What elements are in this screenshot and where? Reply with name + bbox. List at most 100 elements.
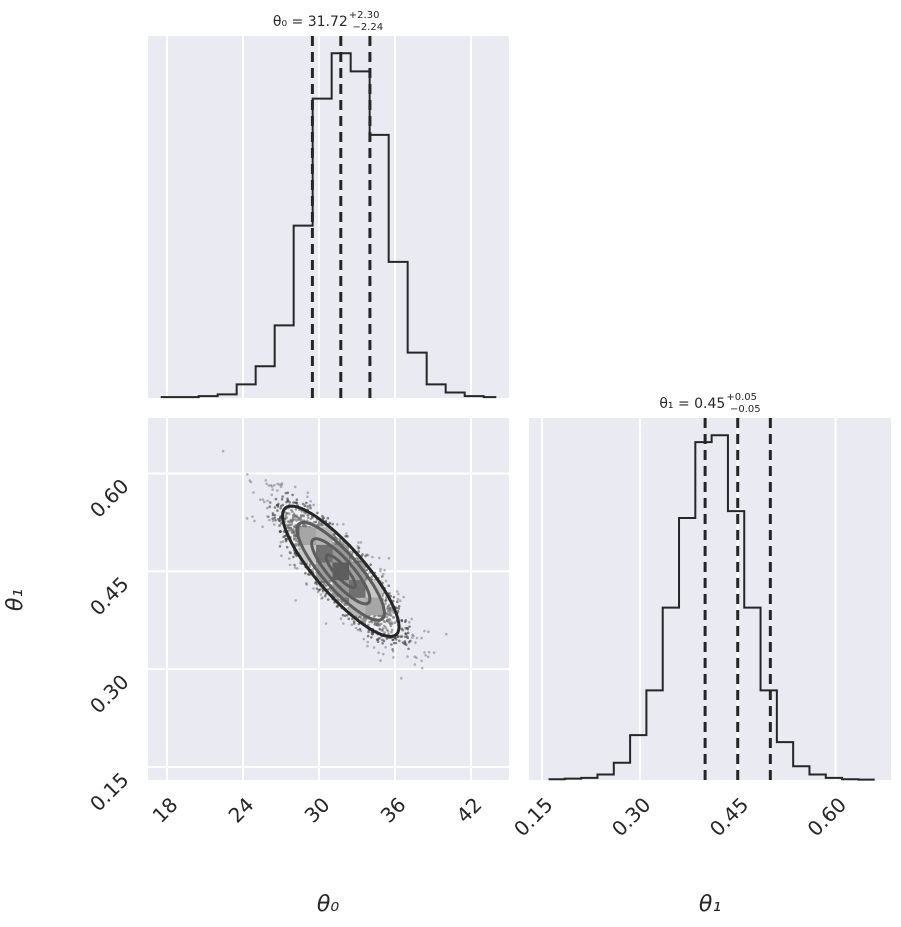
joint-point	[424, 654, 428, 657]
joint-point	[268, 518, 271, 522]
hist-theta0-panel	[148, 36, 509, 399]
joint-point	[308, 563, 312, 566]
joint-point	[378, 556, 381, 560]
joint-point	[388, 617, 391, 621]
joint-point	[411, 633, 414, 636]
joint-point	[408, 620, 411, 624]
joint-point	[281, 540, 285, 543]
joint-point	[306, 495, 309, 499]
y-axis-label-theta1: θ₁	[3, 589, 28, 611]
joint-point	[279, 507, 282, 510]
joint-point	[293, 532, 296, 535]
hist-theta1-background	[529, 418, 891, 780]
joint-point	[413, 655, 417, 658]
joint-point	[304, 582, 308, 585]
joint-point	[272, 483, 276, 487]
joint-point	[415, 656, 418, 660]
joint-point	[393, 621, 397, 624]
joint-point	[383, 568, 386, 572]
joint-point	[365, 569, 368, 572]
joint-point	[266, 499, 269, 503]
joint-point	[251, 515, 254, 518]
joint-point	[381, 642, 384, 645]
joint-point	[411, 636, 414, 639]
joint-point	[284, 514, 288, 517]
joint-point	[407, 647, 410, 651]
joint-point	[262, 500, 266, 504]
joint-point	[385, 615, 389, 619]
joint-point	[376, 623, 379, 627]
joint-point	[289, 551, 292, 555]
joint-point	[390, 628, 394, 632]
joint-point	[423, 629, 426, 633]
joint-point	[296, 567, 299, 570]
joint-point	[248, 479, 251, 482]
hist-theta0-grid	[166, 36, 472, 398]
joint-point	[328, 521, 332, 525]
joint-point	[306, 505, 309, 508]
joint-point	[400, 635, 404, 638]
joint-point	[378, 627, 382, 631]
joint-point	[399, 599, 402, 602]
joint-point	[304, 571, 307, 575]
joint-point	[390, 630, 393, 634]
joint-point	[259, 498, 262, 502]
joint-point	[385, 619, 389, 623]
joint-point	[427, 651, 431, 654]
joint-point	[339, 617, 343, 620]
joint-point	[342, 523, 345, 526]
joint-point	[366, 644, 369, 648]
joint-point	[362, 637, 366, 641]
joint-point	[273, 506, 277, 509]
joint-point	[341, 613, 345, 617]
joint-point	[326, 516, 330, 520]
joint-point	[292, 538, 296, 541]
joint-point	[316, 511, 319, 515]
joint-point	[321, 524, 325, 527]
joint-point	[432, 651, 436, 654]
joint-point	[382, 619, 386, 623]
joint-density-cell	[349, 580, 366, 598]
joint-contour-0.5-sigma	[324, 553, 357, 590]
joint-point	[381, 592, 385, 596]
joint-point	[366, 640, 370, 644]
joint-point	[337, 598, 341, 602]
joint-point	[349, 558, 353, 561]
joint-point	[392, 656, 395, 659]
hist-theta0-series-theta0	[160, 52, 497, 399]
joint-point	[279, 504, 283, 508]
joint-point	[413, 663, 417, 666]
joint-point	[276, 509, 279, 512]
joint-point	[395, 590, 399, 593]
joint-point	[410, 617, 414, 621]
joint-point	[323, 594, 327, 598]
joint-point	[300, 518, 303, 522]
joint-point	[291, 493, 294, 497]
joint-point	[357, 546, 361, 549]
joint-point	[293, 485, 297, 489]
joint-point	[400, 619, 404, 623]
joint-point	[291, 516, 295, 519]
joint-point	[306, 491, 310, 495]
joint-point	[267, 515, 270, 518]
joint-point	[384, 602, 387, 605]
joint-point	[406, 655, 409, 658]
joint-point	[380, 622, 383, 626]
joint-point	[284, 511, 287, 514]
joint-point	[286, 499, 290, 503]
joint-point	[390, 643, 393, 646]
joint-point	[261, 525, 264, 529]
joint-point	[314, 581, 317, 585]
joint-point	[252, 491, 255, 494]
joint-point	[278, 483, 281, 487]
joint-point	[357, 547, 360, 550]
joint-point	[264, 479, 268, 482]
joint-point	[287, 512, 291, 515]
joint-point	[341, 540, 345, 544]
joint-point	[265, 482, 268, 486]
joint-point	[295, 519, 298, 522]
joint-point	[361, 553, 364, 556]
joint-point	[354, 626, 358, 630]
x-axis-label-theta0: θ₀	[317, 892, 339, 917]
